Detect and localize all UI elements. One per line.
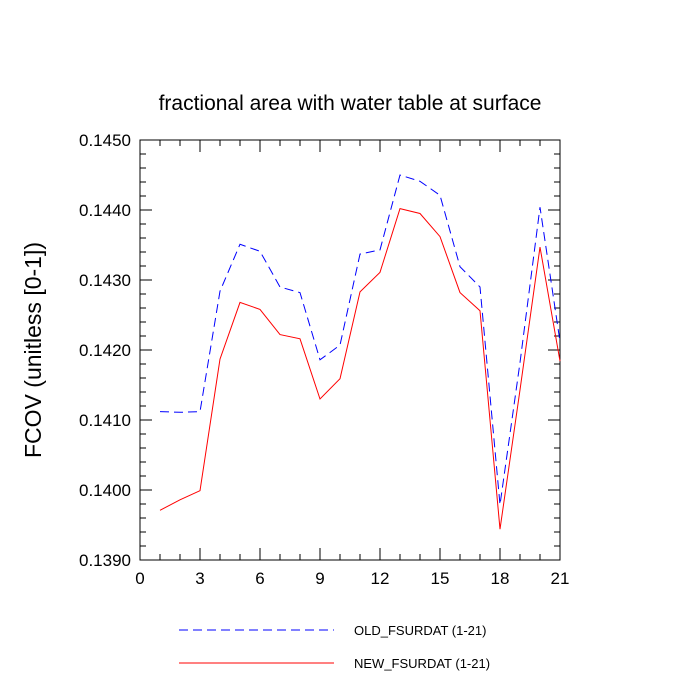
series-line-old-fsurdat (159, 174, 561, 505)
legend-label: NEW_FSURDAT (1-21) (354, 656, 490, 671)
y-tick-label: 0.1420 (79, 341, 131, 360)
tick-labels: 0 3 6 9 12 15 18 21 0.1390 0.1400 0.1410 0.1420 0.14… (79, 131, 569, 588)
y-axis-label: FCOV (unitless [0-1]) (20, 242, 46, 458)
chart-title: fractional area with water table at surf… (159, 92, 542, 115)
y-tick-label: 0.1400 (79, 481, 131, 500)
x-tick-label: 12 (371, 569, 390, 588)
legend-label: OLD_FSURDAT (1-21) (354, 623, 486, 638)
y-tick-label: 0.1390 (79, 551, 131, 570)
y-tick-label: 0.1410 (79, 411, 131, 430)
x-tick-label: 18 (491, 569, 510, 588)
y-tick-label: 0.1450 (79, 131, 131, 150)
x-tick-label: 6 (255, 569, 264, 588)
x-tick-label: 15 (431, 569, 450, 588)
y-tick-label: 0.1430 (79, 271, 131, 290)
x-tick-label: 3 (195, 569, 204, 588)
y-tick-label: 0.1440 (79, 201, 131, 220)
x-tick-label: 9 (315, 569, 324, 588)
axis-ticks (139, 139, 561, 561)
x-tick-label: 21 (551, 569, 570, 588)
series-line-new-fsurdat (159, 208, 561, 530)
x-tick-label: 0 (135, 569, 144, 588)
series-lines (159, 174, 561, 530)
legend: OLD_FSURDAT (1-21) NEW_FSURDAT (1-21) (179, 623, 490, 671)
